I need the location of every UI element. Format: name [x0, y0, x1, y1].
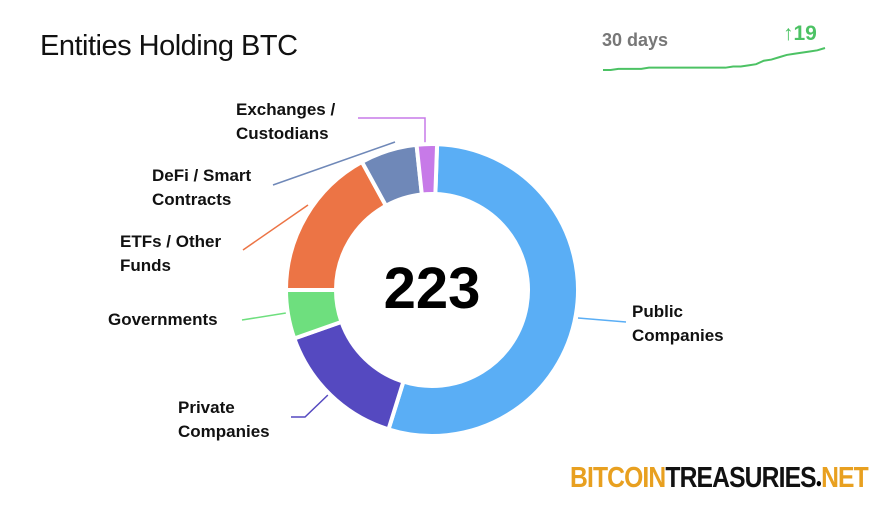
sparkline-change: ↑19	[783, 22, 817, 45]
leader-line	[358, 117, 426, 146]
slice-label: Public Companies	[632, 302, 724, 345]
leader-lines	[241, 117, 627, 418]
logo: BITCOINTREASURIES●NET	[570, 462, 869, 495]
sparkline	[603, 47, 826, 71]
slice-label: Private Companies	[178, 398, 270, 441]
slice	[291, 319, 406, 432]
sparkline-label: 30 days	[602, 30, 669, 50]
logo-part: ●	[815, 476, 822, 490]
slice	[385, 142, 580, 438]
leader-line	[241, 312, 287, 321]
slice-label: DeFi / Smart Contracts	[152, 166, 252, 209]
leader-line	[577, 317, 627, 323]
leader-line	[272, 141, 396, 186]
leader-line	[242, 204, 309, 251]
slice-label: ETFs / Other Funds	[120, 232, 222, 275]
logo-part: TREASURIES	[665, 462, 816, 494]
chart-title: Entities Holding BTC	[40, 30, 298, 62]
slice-label: Governments	[108, 310, 218, 329]
slice	[414, 142, 440, 197]
logo-part: BITCOIN	[570, 462, 666, 494]
logo-part: NET	[821, 462, 869, 494]
leader-line	[291, 392, 331, 418]
total: 223	[383, 256, 481, 321]
slice-label: Exchanges / Custodians	[236, 100, 336, 143]
